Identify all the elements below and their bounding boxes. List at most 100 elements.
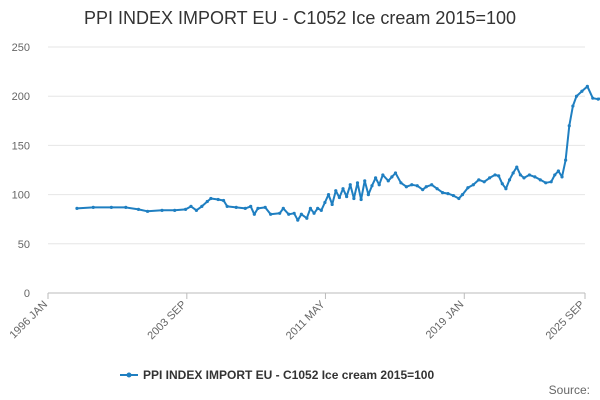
data-point[interactable] bbox=[109, 205, 113, 209]
data-point[interactable] bbox=[341, 187, 345, 191]
data-point[interactable] bbox=[522, 176, 526, 180]
data-point[interactable] bbox=[269, 212, 273, 216]
data-point[interactable] bbox=[507, 178, 512, 182]
data-point[interactable] bbox=[330, 202, 334, 207]
data-point[interactable] bbox=[410, 183, 414, 187]
data-point[interactable] bbox=[527, 173, 532, 177]
data-point[interactable] bbox=[337, 195, 341, 200]
data-point[interactable] bbox=[75, 206, 79, 210]
data-point[interactable] bbox=[281, 206, 285, 210]
data-point[interactable] bbox=[497, 174, 501, 178]
data-point[interactable] bbox=[173, 208, 177, 212]
data-point[interactable] bbox=[421, 188, 425, 192]
data-point[interactable] bbox=[221, 198, 226, 203]
data-point[interactable] bbox=[352, 196, 356, 201]
data-point[interactable] bbox=[390, 175, 394, 179]
data-point[interactable] bbox=[363, 179, 367, 183]
data-point[interactable] bbox=[312, 211, 316, 215]
data-point[interactable] bbox=[488, 176, 492, 180]
data-point[interactable] bbox=[404, 185, 408, 189]
data-point[interactable] bbox=[553, 173, 557, 177]
data-point[interactable] bbox=[377, 183, 381, 187]
data-point[interactable] bbox=[440, 191, 445, 195]
data-point[interactable] bbox=[477, 178, 481, 182]
data-point[interactable] bbox=[136, 207, 141, 211]
data-point[interactable] bbox=[345, 194, 349, 199]
data-point[interactable] bbox=[287, 212, 291, 216]
data-point[interactable] bbox=[355, 181, 360, 185]
data-point[interactable] bbox=[515, 165, 519, 169]
data-point[interactable] bbox=[571, 104, 575, 108]
data-point[interactable] bbox=[316, 206, 320, 210]
data-point[interactable] bbox=[326, 193, 331, 197]
data-point[interactable] bbox=[415, 184, 419, 188]
data-point[interactable] bbox=[544, 181, 548, 185]
data-point[interactable] bbox=[574, 94, 579, 98]
data-point[interactable] bbox=[91, 205, 95, 209]
data-point[interactable] bbox=[518, 173, 522, 177]
data-point[interactable] bbox=[263, 205, 267, 209]
data-point[interactable] bbox=[457, 196, 461, 201]
data-point[interactable] bbox=[596, 97, 600, 101]
data-point[interactable] bbox=[299, 212, 303, 216]
data-point[interactable] bbox=[482, 180, 486, 184]
data-point[interactable] bbox=[564, 158, 568, 162]
data-point[interactable] bbox=[296, 218, 300, 222]
data-point[interactable] bbox=[305, 216, 309, 220]
data-point[interactable] bbox=[399, 181, 403, 185]
data-point[interactable] bbox=[556, 169, 560, 173]
data-point[interactable] bbox=[205, 199, 209, 204]
data-point[interactable] bbox=[234, 205, 238, 209]
data-point[interactable] bbox=[381, 173, 385, 177]
data-point[interactable] bbox=[252, 212, 256, 216]
data-point[interactable] bbox=[243, 206, 247, 210]
data-point[interactable] bbox=[460, 193, 465, 197]
data-point[interactable] bbox=[451, 193, 456, 198]
data-point[interactable] bbox=[511, 171, 515, 175]
data-point[interactable] bbox=[323, 200, 327, 205]
data-point[interactable] bbox=[124, 205, 128, 209]
data-point[interactable] bbox=[585, 84, 589, 88]
data-point[interactable] bbox=[160, 208, 164, 212]
data-point[interactable] bbox=[373, 176, 378, 180]
legend[interactable]: PPI INDEX IMPORT EU - C1052 Ice cream 20… bbox=[120, 368, 434, 382]
data-point[interactable] bbox=[533, 175, 537, 179]
data-point[interactable] bbox=[209, 196, 213, 201]
data-point[interactable] bbox=[348, 183, 352, 187]
data-point[interactable] bbox=[319, 208, 323, 212]
data-point[interactable] bbox=[500, 182, 504, 186]
data-point[interactable] bbox=[200, 204, 204, 209]
data-point[interactable] bbox=[334, 189, 338, 193]
data-point[interactable] bbox=[560, 175, 564, 179]
data-point[interactable] bbox=[194, 208, 199, 212]
data-point[interactable] bbox=[386, 179, 390, 183]
data-point[interactable] bbox=[366, 193, 370, 197]
data-point[interactable] bbox=[567, 124, 571, 128]
data-point[interactable] bbox=[591, 96, 595, 100]
data-point[interactable] bbox=[493, 173, 497, 177]
data-point[interactable] bbox=[183, 207, 188, 211]
data-point[interactable] bbox=[430, 183, 434, 187]
data-point[interactable] bbox=[225, 204, 229, 209]
data-point[interactable] bbox=[145, 209, 150, 213]
data-point[interactable] bbox=[189, 204, 193, 209]
data-point[interactable] bbox=[471, 183, 475, 187]
data-point[interactable] bbox=[359, 197, 363, 202]
data-point[interactable] bbox=[424, 185, 428, 189]
data-point[interactable] bbox=[549, 180, 553, 184]
data-point[interactable] bbox=[435, 187, 439, 191]
data-point[interactable] bbox=[249, 204, 253, 209]
data-point[interactable] bbox=[292, 211, 296, 215]
data-point[interactable] bbox=[580, 89, 584, 93]
data-point[interactable] bbox=[393, 171, 398, 175]
data-point[interactable] bbox=[504, 187, 508, 191]
data-point[interactable] bbox=[446, 192, 450, 196]
data-point[interactable] bbox=[466, 186, 470, 190]
data-point[interactable] bbox=[370, 184, 374, 188]
data-point[interactable] bbox=[256, 206, 260, 210]
data-point[interactable] bbox=[216, 197, 220, 202]
data-point[interactable] bbox=[278, 211, 282, 215]
data-point[interactable] bbox=[308, 206, 313, 210]
data-point[interactable] bbox=[538, 178, 542, 182]
y-tick-label: 150 bbox=[12, 140, 30, 152]
